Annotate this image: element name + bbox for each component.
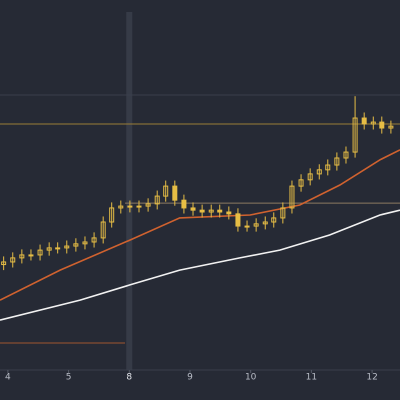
candle-body	[118, 205, 124, 209]
candle-body	[127, 205, 133, 208]
candle-body	[370, 121, 376, 125]
candle-body	[361, 117, 367, 125]
candle-body	[145, 203, 151, 207]
candle-body	[289, 185, 295, 209]
x-tick-label: 12	[366, 373, 377, 383]
candle-body	[190, 207, 196, 211]
candle-body	[325, 164, 331, 171]
x-tick-label: 11	[306, 373, 317, 383]
candle-body	[244, 225, 250, 228]
candle-body	[55, 247, 61, 250]
candle-body	[172, 185, 178, 201]
candle-body	[388, 125, 394, 129]
candle-body	[28, 254, 34, 257]
candle-body	[235, 213, 241, 227]
candle-body	[91, 237, 97, 243]
x-tick-label: 4	[5, 373, 11, 383]
candle-body	[100, 221, 106, 239]
moving-average	[0, 149, 400, 301]
candle-body	[379, 121, 385, 129]
candle-body	[217, 209, 223, 213]
x-tick-label: 10	[245, 373, 257, 383]
candle-body	[163, 185, 169, 197]
candle-body	[208, 209, 214, 213]
candle-body	[19, 254, 25, 259]
crosshair	[126, 12, 133, 370]
candle-body	[316, 169, 322, 175]
candle-body	[136, 205, 142, 208]
candle-body	[37, 249, 43, 256]
candle-body	[64, 245, 70, 249]
candle-body	[334, 157, 340, 166]
candle-body	[343, 151, 349, 159]
x-tick-label: 5	[66, 373, 72, 383]
candle-body	[154, 195, 160, 205]
candle-body	[73, 243, 79, 247]
candle-body	[298, 179, 304, 187]
candle-body	[46, 247, 52, 251]
candle-body	[271, 217, 277, 223]
candle-body	[109, 207, 115, 223]
candle-body	[199, 209, 205, 213]
candle-body	[280, 207, 286, 219]
candle-body	[262, 221, 268, 225]
candle-body	[226, 211, 232, 215]
candle-body	[352, 117, 358, 153]
candle-body	[82, 241, 88, 245]
candle-body	[253, 223, 259, 227]
candle-body	[10, 257, 16, 263]
candle-body	[1, 261, 7, 266]
moving-average	[0, 209, 400, 321]
x-tick-label: 9	[187, 373, 193, 383]
candle-body	[307, 173, 313, 181]
x-tick-label: 8	[126, 373, 132, 383]
candle-body	[181, 199, 187, 209]
